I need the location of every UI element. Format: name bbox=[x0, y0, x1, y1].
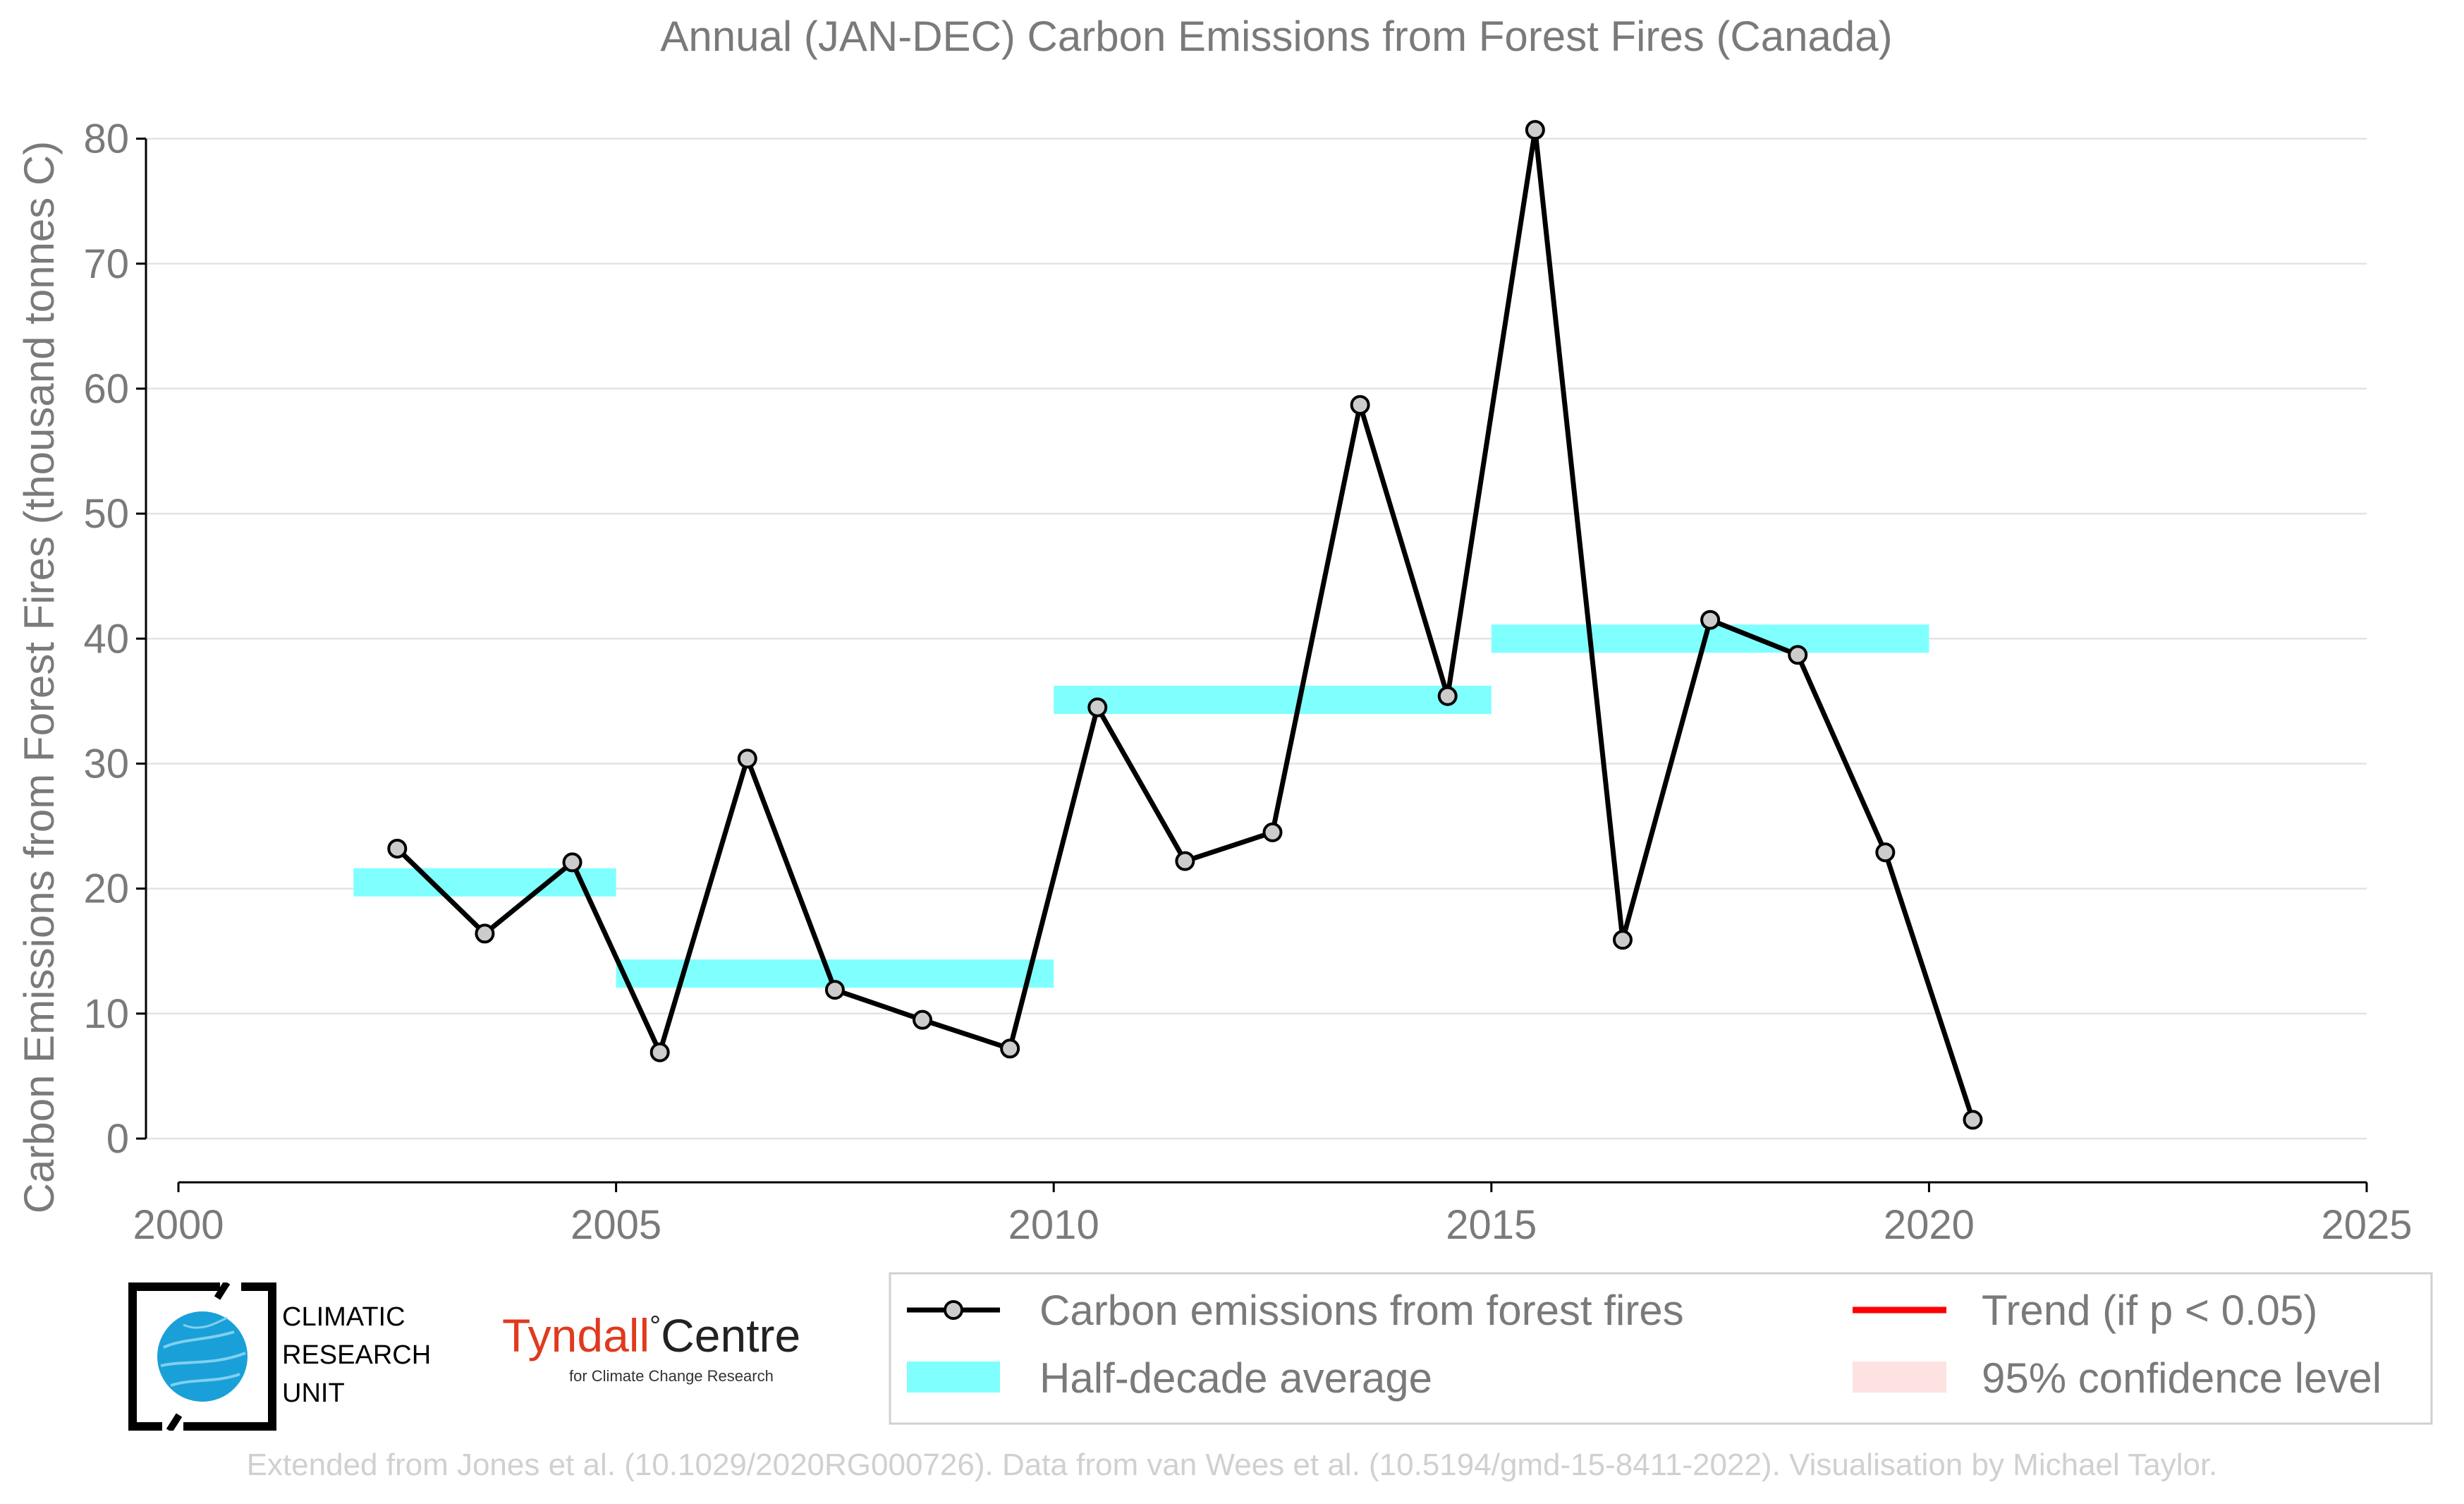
y-tick-label-30: 30 bbox=[83, 741, 129, 787]
y-tick-label-80: 80 bbox=[83, 116, 129, 162]
data-point-2016 bbox=[1612, 930, 1633, 950]
y-axis-label: Carbon Emissions from Forest Fires (thou… bbox=[16, 141, 63, 1214]
y-tick-label-0: 0 bbox=[106, 1116, 129, 1162]
data-point-2013 bbox=[1350, 394, 1370, 415]
tyndall-word-1: Tyndall bbox=[502, 1309, 650, 1362]
data-point-2019 bbox=[1875, 842, 1896, 863]
data-point-2008 bbox=[913, 1009, 933, 1030]
y-tick-label-50: 50 bbox=[83, 491, 129, 537]
legend-emissions-marker-icon bbox=[944, 1300, 963, 1320]
y-tick-label-60: 60 bbox=[83, 366, 129, 412]
legend-band-icon bbox=[907, 1362, 1000, 1393]
data-point-2003 bbox=[475, 923, 495, 944]
y-tick-label-10: 10 bbox=[83, 991, 129, 1037]
cru-globe-icon bbox=[128, 1282, 276, 1431]
chart-title: Annual (JAN-DEC) Carbon Emissions from F… bbox=[660, 13, 1892, 60]
legend-confidence-label: 95% confidence level bbox=[1982, 1354, 2381, 1402]
y-tick-label-20: 20 bbox=[83, 866, 129, 912]
emissions-series bbox=[387, 120, 1983, 1130]
x-tick-label-2005: 2005 bbox=[571, 1202, 661, 1248]
x-tick-label-2025: 2025 bbox=[2321, 1202, 2412, 1248]
legend-emissions-label: Carbon emissions from forest fires bbox=[1039, 1287, 1684, 1334]
cru-word-2: RESEARCH bbox=[282, 1340, 432, 1370]
half-decade-band-3 bbox=[1054, 686, 1492, 715]
data-point-2006 bbox=[737, 748, 757, 769]
cru-word-1: CLIMATIC bbox=[282, 1302, 405, 1332]
data-point-2009 bbox=[1000, 1038, 1020, 1059]
tyndall-degree: ° bbox=[649, 1311, 661, 1342]
cru-logo: CLIMATIC RESEARCH UNIT bbox=[128, 1282, 460, 1431]
data-point-2004 bbox=[562, 852, 583, 873]
data-point-2010 bbox=[1087, 697, 1108, 717]
data-point-2018 bbox=[1788, 645, 1808, 665]
data-point-2002 bbox=[387, 838, 408, 859]
axes: 0 10 20 30 40 50 60 70 80 2000 2005 2010 2015 2020 202… bbox=[83, 116, 2412, 1248]
data-point-2015 bbox=[1525, 120, 1545, 140]
data-point-2007 bbox=[824, 980, 845, 1000]
legend-band-label: Half-decade average bbox=[1039, 1354, 1432, 1402]
x-tick-label-2010: 2010 bbox=[1008, 1202, 1099, 1248]
legend-frame bbox=[889, 1272, 2433, 1425]
tyndall-word-2: Centre bbox=[661, 1309, 801, 1362]
y-tick-label-40: 40 bbox=[83, 616, 129, 662]
legend-trend-label: Trend (if p < 0.05) bbox=[1982, 1287, 2317, 1334]
data-point-2011 bbox=[1175, 851, 1195, 871]
gridlines bbox=[145, 138, 2367, 1140]
legend-confidence-icon bbox=[1853, 1362, 1946, 1393]
tyndall-logo: Tyndall°Centre for Climate Change Resear… bbox=[502, 1312, 812, 1404]
y-tick-label-70: 70 bbox=[83, 241, 129, 287]
legend: Carbon emissions from forest fires Trend… bbox=[889, 1272, 2433, 1425]
half-decade-band-1 bbox=[353, 868, 616, 897]
data-point-2020 bbox=[1963, 1110, 1983, 1130]
cru-word-3: UNIT bbox=[282, 1378, 345, 1408]
x-tick-label-2015: 2015 bbox=[1446, 1202, 1537, 1248]
tyndall-subtitle: for Climate Change Research bbox=[569, 1367, 774, 1385]
data-point-2012 bbox=[1262, 822, 1283, 842]
data-point-2014 bbox=[1437, 686, 1458, 706]
data-point-2005 bbox=[649, 1042, 670, 1062]
x-tick-label-2000: 2000 bbox=[133, 1202, 224, 1248]
x-tick-label-2020: 2020 bbox=[1884, 1202, 1975, 1248]
data-point-2017 bbox=[1700, 610, 1721, 630]
footer-credit: Extended from Jones et al. (10.1029/2020… bbox=[246, 1448, 2218, 1482]
